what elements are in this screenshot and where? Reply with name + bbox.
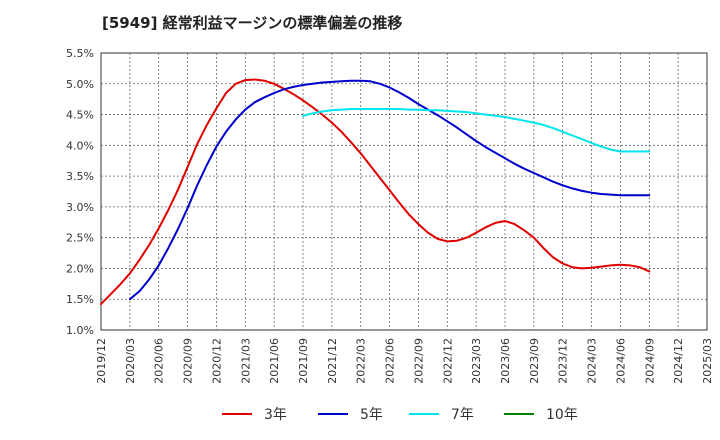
y-tick-label: 5.0% [66, 78, 94, 91]
x-tick-label: 2020/12 [210, 338, 223, 384]
legend: 3年 5年 7年 10年 [222, 407, 578, 423]
chart-title: [5949] 経常利益マージンの標準偏差の推移 [102, 14, 403, 32]
y-tick-label: 4.5% [66, 109, 94, 122]
x-tick-label: 2020/09 [182, 338, 195, 384]
x-tick-label: 2023/06 [499, 338, 512, 384]
legend-label: 3年 [264, 407, 287, 423]
x-tick-label: 2023/09 [528, 338, 541, 384]
x-tick-label: 2021/12 [326, 338, 339, 384]
legend-label: 7年 [451, 407, 474, 423]
y-tick-label: 4.0% [66, 139, 94, 152]
x-tick-label: 2025/03 [701, 338, 714, 384]
y-tick-label: 1.0% [66, 324, 94, 337]
y-tick-label: 3.0% [66, 201, 94, 214]
y-tick-label: 3.5% [66, 170, 94, 183]
y-tick-label: 5.5% [66, 47, 94, 60]
x-tick-label: 2021/09 [297, 338, 310, 384]
axes: 1.0% 1.5% 2.0% 2.5% 3.0% 3.5% 4.0% 4.5% 5.0% 5.5%… [66, 47, 714, 384]
legend-label: 5年 [360, 407, 383, 423]
x-tick-label: 2024/12 [672, 338, 685, 384]
series-line-5年 [128, 79, 651, 301]
x-tick-label: 2022/03 [355, 338, 368, 384]
x-tick-label: 2024/06 [614, 338, 627, 384]
grid-lines [100, 52, 708, 331]
x-tick-label: 2022/09 [412, 338, 425, 384]
x-tick-label: 2023/12 [557, 338, 570, 384]
plot-area [100, 52, 708, 331]
y-tick-label: 1.5% [66, 293, 94, 306]
x-tick-label: 2024/03 [586, 338, 599, 384]
x-tick-label: 2021/06 [268, 338, 281, 384]
x-tick-label: 2020/06 [153, 338, 166, 384]
legend-label: 10年 [546, 407, 578, 423]
x-tick-label: 2021/03 [239, 338, 252, 384]
x-tick-label: 2024/09 [643, 338, 656, 384]
x-tick-label: 2022/06 [384, 338, 397, 384]
x-tick-label: 2019/12 [95, 338, 108, 384]
series-lines [100, 78, 651, 306]
x-tick-label: 2023/03 [470, 338, 483, 384]
series-line-3年 [100, 78, 651, 306]
y-tick-label: 2.5% [66, 232, 94, 245]
y-tick-label: 2.0% [66, 262, 94, 275]
x-tick-label: 2020/03 [124, 338, 137, 384]
x-tick-label: 2022/12 [441, 338, 454, 384]
series-line-7年 [302, 108, 651, 153]
